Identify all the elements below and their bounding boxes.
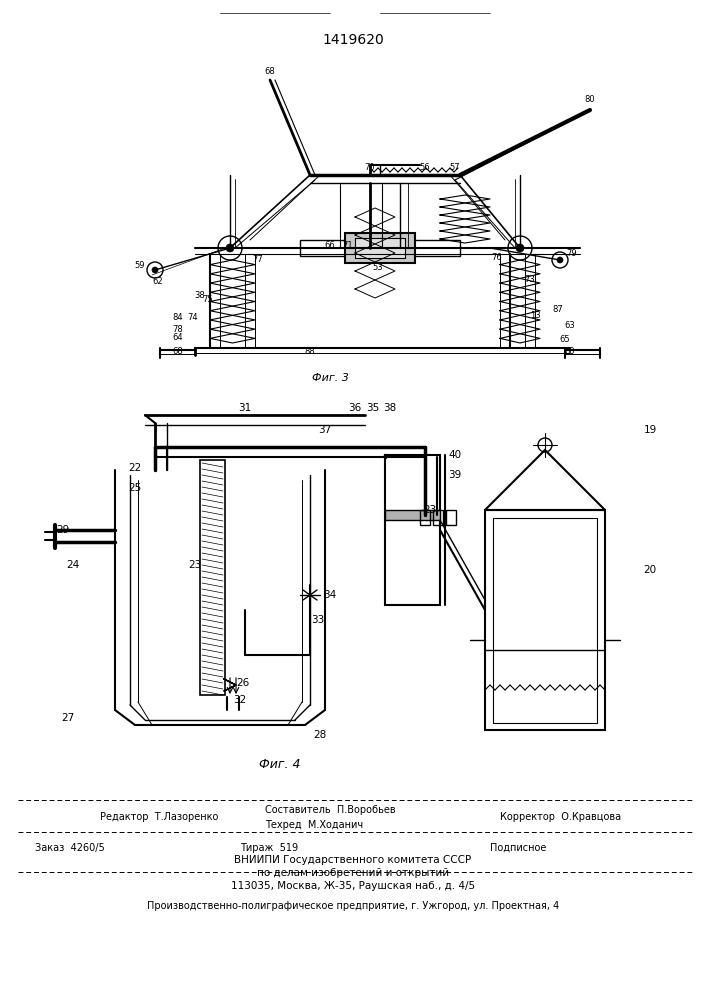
Text: 74: 74 xyxy=(187,314,198,322)
Text: 79: 79 xyxy=(567,248,578,257)
Text: 76: 76 xyxy=(491,253,503,262)
Text: 36: 36 xyxy=(349,403,361,413)
Text: 78: 78 xyxy=(173,326,183,334)
Bar xyxy=(385,510,440,520)
Text: 32: 32 xyxy=(233,695,247,705)
Text: 38: 38 xyxy=(194,290,205,300)
Text: 68: 68 xyxy=(173,348,183,357)
Bar xyxy=(433,510,443,525)
Text: Техред  М.Ходанич: Техред М.Ходанич xyxy=(265,820,363,830)
Text: 68: 68 xyxy=(264,68,275,77)
Circle shape xyxy=(152,267,158,273)
Bar xyxy=(200,460,225,695)
Text: 23: 23 xyxy=(423,505,437,515)
Circle shape xyxy=(226,244,234,252)
Text: 60: 60 xyxy=(565,348,575,357)
Text: 39: 39 xyxy=(448,470,462,480)
Text: 34: 34 xyxy=(323,590,337,600)
Bar xyxy=(355,238,405,258)
Text: ВНИИПИ Государственного комитета СССР: ВНИИПИ Государственного комитета СССР xyxy=(235,855,472,865)
Text: 63: 63 xyxy=(565,320,575,330)
Text: Подписное: Подписное xyxy=(490,843,547,853)
Text: 20: 20 xyxy=(643,565,657,575)
Bar xyxy=(420,510,430,525)
Text: 19: 19 xyxy=(643,425,657,435)
Text: 40: 40 xyxy=(448,450,462,460)
Text: 87: 87 xyxy=(553,306,563,314)
Text: 35: 35 xyxy=(366,403,380,413)
Text: Фиг. 4: Фиг. 4 xyxy=(259,758,300,772)
Bar xyxy=(485,510,605,730)
Text: 25: 25 xyxy=(129,483,141,493)
Text: 75: 75 xyxy=(203,296,214,304)
Circle shape xyxy=(557,257,563,263)
Text: 62: 62 xyxy=(153,277,163,286)
Text: 57: 57 xyxy=(450,163,460,172)
Circle shape xyxy=(516,244,524,252)
Text: 77: 77 xyxy=(252,255,264,264)
Text: 84: 84 xyxy=(173,314,183,322)
Text: 23: 23 xyxy=(188,560,201,570)
Text: Заказ  4260/5: Заказ 4260/5 xyxy=(35,843,105,853)
Bar xyxy=(493,518,597,723)
Text: 1419620: 1419620 xyxy=(322,33,384,47)
Text: Составитель  П.Воробьев: Составитель П.Воробьев xyxy=(265,805,396,815)
Bar xyxy=(385,455,440,605)
Text: 29: 29 xyxy=(57,525,69,535)
Text: 70: 70 xyxy=(365,163,375,172)
Text: 66: 66 xyxy=(325,240,335,249)
Text: Тираж  519: Тираж 519 xyxy=(240,843,298,853)
Bar xyxy=(345,233,415,263)
Text: 64: 64 xyxy=(173,334,183,342)
Text: 71: 71 xyxy=(343,240,354,249)
Text: 59: 59 xyxy=(135,260,145,269)
Text: 24: 24 xyxy=(66,560,80,570)
Text: 53: 53 xyxy=(373,263,383,272)
Text: 22: 22 xyxy=(129,463,141,473)
Text: 38: 38 xyxy=(383,403,397,413)
Text: 31: 31 xyxy=(238,403,252,413)
Text: по делам изобретений и открытий: по делам изобретений и открытий xyxy=(257,868,449,878)
Text: 27: 27 xyxy=(62,713,75,723)
Bar xyxy=(300,240,460,256)
Text: 73: 73 xyxy=(525,275,535,284)
Text: Фиг. 3: Фиг. 3 xyxy=(312,373,349,383)
Text: Редактор  Т.Лазоренко: Редактор Т.Лазоренко xyxy=(100,812,218,822)
Bar xyxy=(446,510,456,525)
Text: 33: 33 xyxy=(311,615,325,625)
Text: 88: 88 xyxy=(305,348,315,357)
Text: Производственно-полиграфическое предприятие, г. Ужгород, ул. Проектная, 4: Производственно-полиграфическое предприя… xyxy=(147,901,559,911)
Text: 65: 65 xyxy=(560,336,571,344)
Text: 37: 37 xyxy=(318,425,332,435)
Text: Корректор  О.Кравцова: Корректор О.Кравцова xyxy=(500,812,621,822)
Text: 80: 80 xyxy=(585,96,595,104)
Text: 13: 13 xyxy=(530,310,540,320)
Text: 56: 56 xyxy=(420,163,431,172)
Text: 113035, Москва, Ж-35, Раушская наб., д. 4/5: 113035, Москва, Ж-35, Раушская наб., д. … xyxy=(231,881,475,891)
Text: 28: 28 xyxy=(313,730,327,740)
Text: 26: 26 xyxy=(236,678,250,688)
